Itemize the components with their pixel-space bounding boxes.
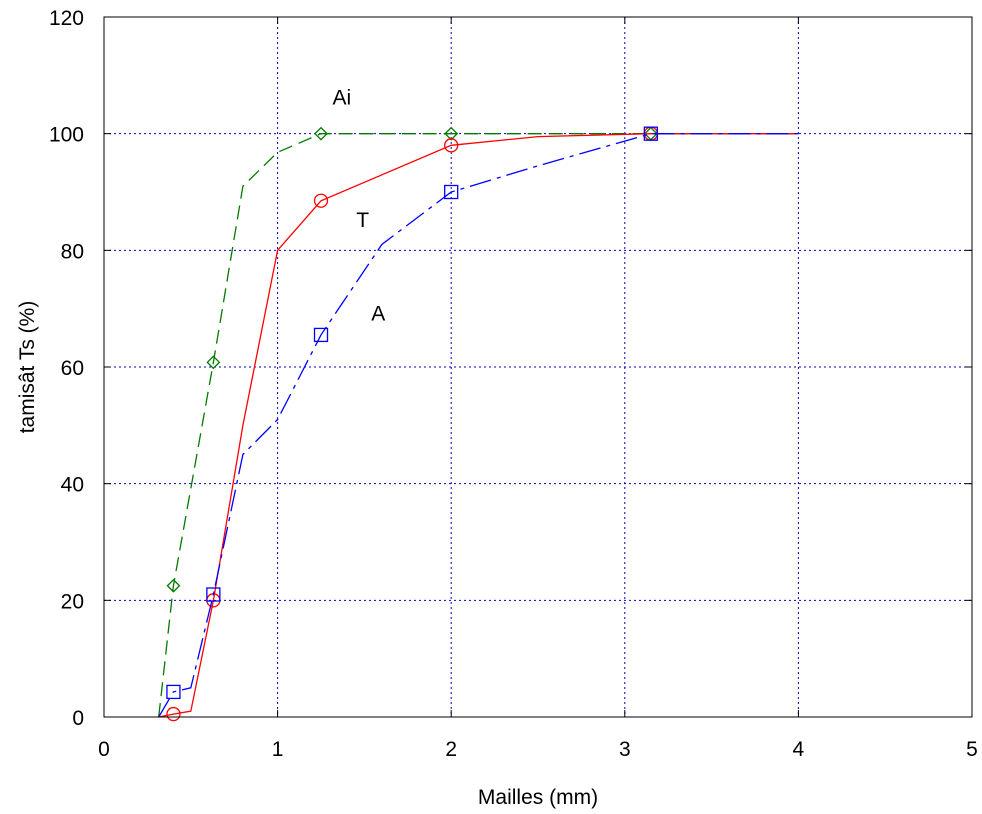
- curve-label-t: T: [356, 209, 369, 232]
- data-point-diamond: [314, 126, 328, 141]
- x-tick-label: 2: [445, 738, 457, 761]
- series-ai: [158, 126, 799, 718]
- x-tick-label: 4: [793, 738, 805, 761]
- x-tick-label: 1: [272, 738, 284, 761]
- y-tick-label: 100: [49, 124, 84, 147]
- data-point-square: [313, 327, 329, 343]
- x-axis-label: Mailles (mm): [478, 786, 598, 809]
- series-line-t: [158, 133, 799, 718]
- x-axis-ticks: 0 1 2 3 4 5: [98, 17, 978, 761]
- y-tick-label: 0: [72, 707, 84, 730]
- curve-label-a: A: [371, 302, 385, 325]
- data-point-square: [444, 184, 459, 200]
- data-point-diamond: [444, 126, 459, 141]
- data-point-circle: [313, 193, 329, 208]
- y-axis-label: tamisât Ts (%): [16, 301, 39, 434]
- curve-labels: Ai T A: [332, 87, 385, 326]
- data-point-square: [643, 126, 658, 141]
- grid-lines: [104, 17, 972, 717]
- series-layer: [158, 126, 799, 722]
- x-tick-label: 0: [98, 738, 110, 761]
- x-tick-label: 3: [619, 738, 631, 761]
- series-a: [158, 126, 799, 718]
- series-line-a: [158, 133, 799, 718]
- data-point-circle: [166, 706, 181, 722]
- data-point-square: [166, 684, 181, 700]
- y-tick-label: 40: [61, 474, 84, 497]
- series-t: [158, 126, 799, 722]
- y-tick-label: 60: [61, 357, 84, 380]
- y-tick-label: 80: [61, 240, 84, 263]
- curve-label-ai: Ai: [332, 87, 351, 110]
- x-tick-label: 5: [966, 738, 978, 761]
- data-point-square: [206, 587, 221, 602]
- y-axis-ticks: 0 20 40 60 80 100 120: [49, 7, 972, 730]
- data-point-circle: [444, 138, 459, 153]
- data-point-diamond: [206, 355, 221, 370]
- y-tick-label: 20: [61, 590, 84, 613]
- data-point-diamond: [166, 578, 181, 593]
- y-tick-label: 120: [49, 7, 84, 30]
- series-line-ai: [158, 133, 799, 718]
